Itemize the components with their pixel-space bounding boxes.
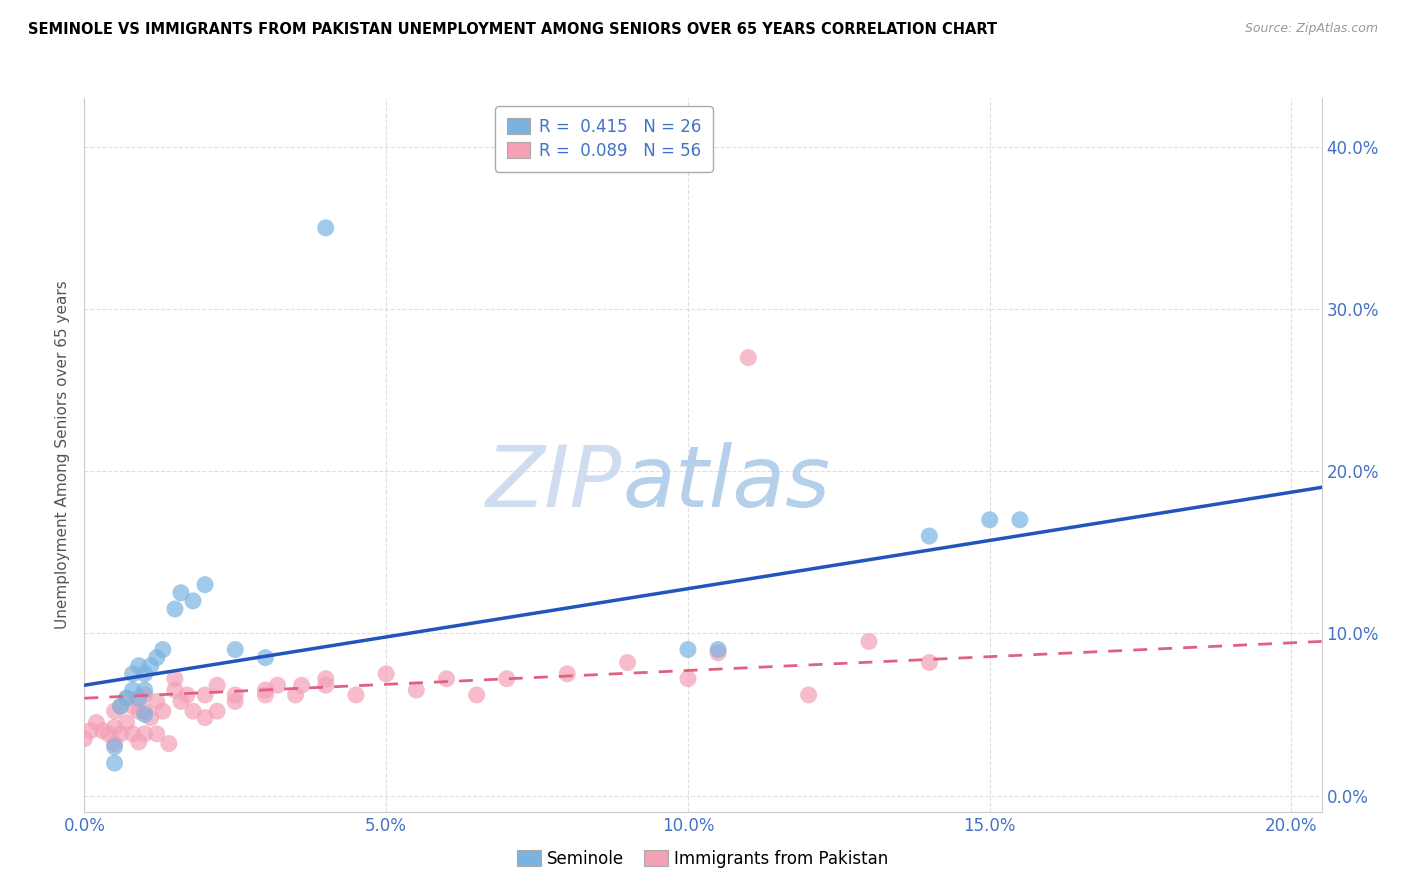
Point [555,666,578,681]
Point [176,688,198,702]
Point [465,688,488,702]
Point [315,672,337,686]
Point [115,715,138,730]
Text: SEMINOLE VS IMMIGRANTS FROM PAKISTAN UNEMPLOYMENT AMONG SENIORS OVER 65 YEARS CO: SEMINOLE VS IMMIGRANTS FROM PAKISTAN UNE… [28,22,997,37]
Text: ZIP: ZIP [486,442,623,525]
Point [205,678,228,692]
Point [194,688,217,702]
Point [128,658,150,673]
Point [266,678,288,692]
Point [194,711,217,725]
Point [157,737,180,751]
Y-axis label: Unemployment Among Seniors over 65 years: Unemployment Among Seniors over 65 years [55,281,70,629]
Point [495,672,517,686]
Point [121,699,143,714]
Point [254,650,277,665]
Point [1008,513,1031,527]
Point [134,704,156,718]
Point [737,351,759,365]
Point [254,683,277,698]
Point [86,715,108,730]
Point [436,672,458,686]
Legend: R =  0.415   N = 26, R =  0.089   N = 56: R = 0.415 N = 26, R = 0.089 N = 56 [495,106,713,171]
Point [128,704,150,718]
Point [797,688,820,702]
Point [979,513,1001,527]
Point [163,672,186,686]
Point [110,727,132,741]
Point [103,739,125,754]
Point [181,594,204,608]
Point [224,642,246,657]
Point [139,658,162,673]
Point [110,699,132,714]
Point [128,735,150,749]
Text: atlas: atlas [623,442,831,525]
Point [205,704,228,718]
Point [405,683,427,698]
Point [146,727,169,741]
Point [170,694,193,708]
Point [676,672,699,686]
Point [128,691,150,706]
Point [181,704,204,718]
Point [115,691,138,706]
Point [375,666,398,681]
Point [858,634,880,648]
Point [139,711,162,725]
Point [103,756,125,770]
Legend: Seminole, Immigrants from Pakistan: Seminole, Immigrants from Pakistan [510,844,896,875]
Point [103,720,125,734]
Point [676,642,699,657]
Point [146,650,169,665]
Point [103,737,125,751]
Point [134,707,156,722]
Point [134,688,156,702]
Point [163,602,186,616]
Text: Source: ZipAtlas.com: Source: ZipAtlas.com [1244,22,1378,36]
Point [344,688,367,702]
Point [170,586,193,600]
Point [224,694,246,708]
Point [134,727,156,741]
Point [91,723,114,738]
Point [152,642,174,657]
Point [163,683,186,698]
Point [121,727,143,741]
Point [146,694,169,708]
Point [134,683,156,698]
Point [110,699,132,714]
Point [152,704,174,718]
Point [918,529,941,543]
Point [315,678,337,692]
Point [79,723,101,738]
Point [134,666,156,681]
Point [707,642,730,657]
Point [194,577,217,591]
Point [121,666,143,681]
Point [224,688,246,702]
Point [103,704,125,718]
Point [291,678,314,692]
Point [121,683,143,698]
Point [315,220,337,235]
Point [115,691,138,706]
Point [73,731,96,746]
Point [254,688,277,702]
Point [918,656,941,670]
Point [284,688,307,702]
Point [97,727,120,741]
Point [707,646,730,660]
Point [616,656,638,670]
